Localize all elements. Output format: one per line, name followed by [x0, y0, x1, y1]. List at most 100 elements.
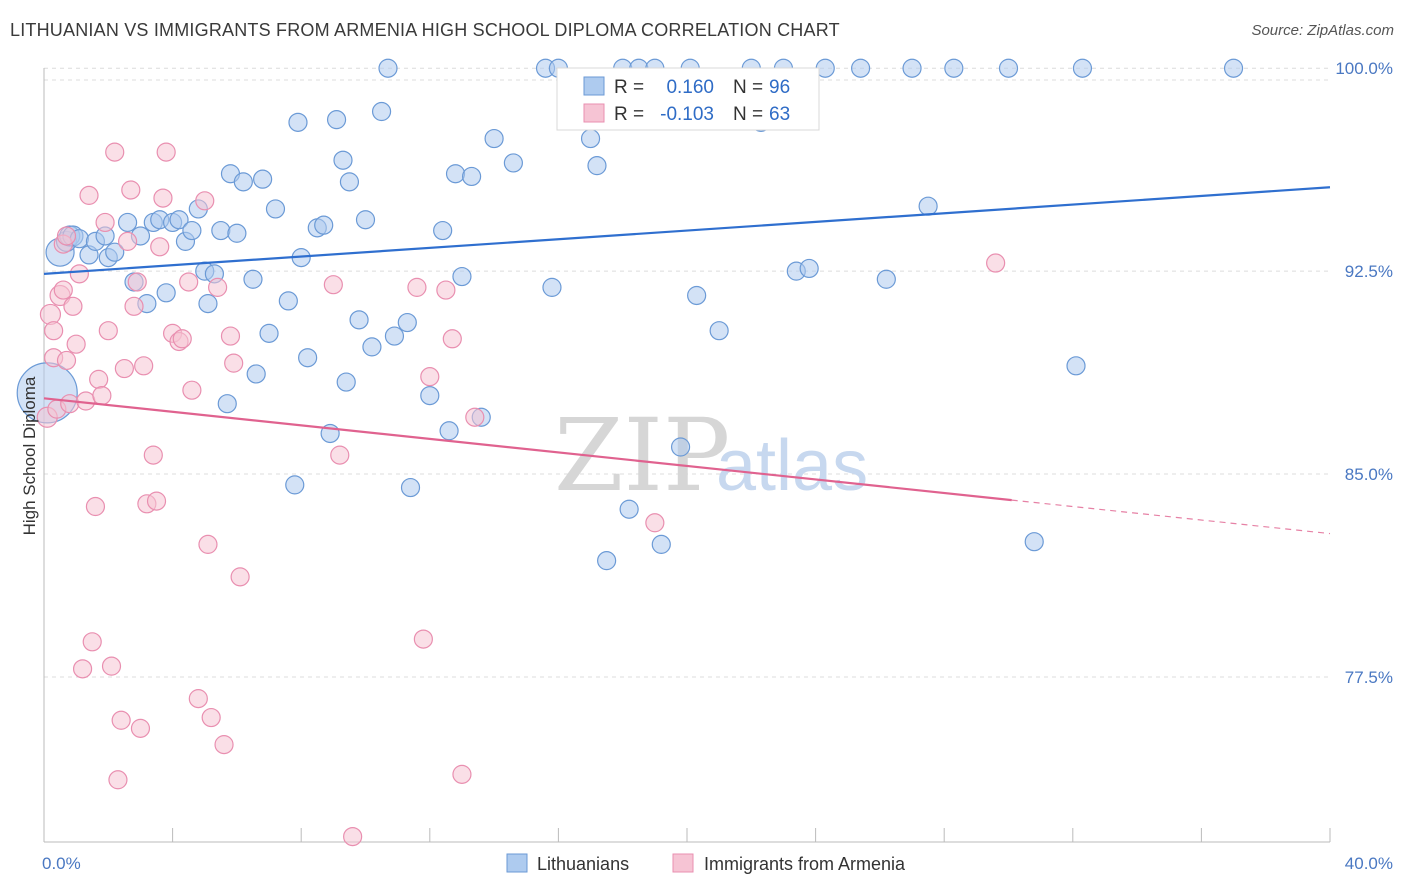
lithuanian-point: [217, 394, 237, 414]
y-tick-label: 100.0%: [1335, 59, 1393, 78]
armenia-point: [69, 264, 89, 284]
lithuanian-point: [259, 323, 279, 343]
lithuanian-point: [117, 212, 138, 233]
armenia-point: [442, 329, 462, 349]
lithuanian-point: [169, 210, 189, 230]
x-tick-label: 40.0%: [1345, 854, 1393, 873]
y-tick-label: 77.5%: [1345, 668, 1393, 687]
lithuanian-point: [243, 269, 263, 289]
axes-layer: [43, 68, 1331, 843]
armenia-point: [114, 358, 134, 379]
lithuanian-point: [285, 475, 305, 495]
armenia-point: [420, 367, 440, 387]
lithuanian-point: [355, 210, 376, 230]
armenia-point: [134, 356, 154, 376]
lithuanian-point: [333, 150, 353, 170]
lithuanian-point: [1024, 532, 1044, 552]
lithuanian-point: [105, 242, 125, 262]
lithuanian-point: [397, 312, 417, 333]
armenia-point: [89, 369, 109, 389]
lithuanian-point: [918, 196, 938, 216]
stats-n-value-1: 96: [769, 77, 790, 98]
legend-label-lithuanians: Lithuanians: [537, 854, 629, 874]
legend-label-armenia: Immigrants from Armenia: [704, 854, 906, 874]
lithuanian-point: [349, 310, 369, 330]
armenia-point: [66, 334, 86, 354]
lithuanian-point: [902, 58, 922, 78]
y-tick-label: 85.0%: [1345, 465, 1393, 484]
lithuanian-point: [211, 220, 231, 241]
stats-r-label-1: R =: [614, 77, 644, 98]
armenia-point: [201, 707, 221, 728]
lithuanian-point: [314, 215, 334, 235]
armenia-point: [108, 770, 128, 790]
lithuanian-point: [1223, 58, 1244, 78]
armenia-point: [56, 350, 77, 371]
armenia-point: [343, 826, 363, 847]
armenia-point: [63, 296, 83, 316]
armenia-point: [156, 142, 176, 162]
stats-n-value-2: 63: [769, 104, 790, 125]
armenia-point: [465, 407, 485, 427]
armenia-point: [60, 394, 80, 414]
lithuanian-point: [336, 372, 356, 392]
armenia-point: [182, 380, 202, 400]
watermark-atlas: atlas: [716, 426, 868, 506]
x-tick-label: 0.0%: [42, 854, 81, 873]
lithuanian-point: [278, 291, 298, 311]
lithuanian-point: [288, 112, 308, 132]
lithuanian-point: [799, 258, 819, 279]
armenia-point: [198, 534, 218, 554]
armenia-point: [72, 659, 93, 679]
lithuanian-point: [445, 164, 466, 184]
armenia-point: [98, 321, 118, 341]
lithuanian-point: [362, 337, 382, 357]
trend-layer: [43, 186, 1331, 535]
armenia-point: [195, 191, 215, 211]
lithuanian-point: [433, 220, 453, 241]
stats-swatch-lithuanians: [583, 76, 605, 96]
armenia-point: [172, 329, 192, 349]
lithuanian-point: [619, 499, 639, 519]
armenia-point: [121, 180, 141, 200]
armenia-point: [95, 212, 115, 233]
armenia-point: [330, 445, 350, 465]
lithuanian-point: [326, 110, 347, 130]
lithuanian-point: [580, 128, 601, 149]
lithuanian-point: [198, 294, 218, 314]
legend-swatch-armenia: [672, 853, 694, 873]
lithuanian-point: [484, 128, 504, 149]
armenia-point: [127, 272, 147, 292]
stats-swatch-armenia: [583, 103, 605, 123]
legend-swatch-lithuanians: [506, 853, 528, 873]
armenia-point: [179, 272, 199, 292]
armenia-point: [111, 710, 131, 730]
lithuanian-point: [461, 166, 482, 187]
lithuanian-point: [339, 172, 360, 192]
armenia-point: [44, 321, 64, 341]
armenia-point: [224, 353, 244, 373]
trend-line-lithuanians: [43, 186, 1331, 275]
armenia-point: [82, 632, 102, 652]
trend-line-armenia-extension: [1011, 499, 1331, 535]
lithuanian-point: [265, 199, 286, 219]
armenia-point: [214, 735, 234, 755]
lithuanian-point: [452, 266, 472, 287]
armenia-point: [146, 491, 167, 511]
armenia-point: [85, 496, 106, 517]
armenia-point: [413, 629, 433, 649]
lithuanian-point: [597, 551, 617, 571]
armenia-point: [143, 445, 163, 465]
lithuanian-point: [1072, 58, 1093, 78]
lithuanian-point: [439, 421, 459, 441]
armenia-point: [208, 277, 228, 297]
stats-n-label-1: N =: [733, 77, 763, 98]
lithuanian-point: [503, 153, 523, 173]
stats-n-label-2: N =: [733, 104, 763, 125]
armenia-point: [53, 280, 73, 300]
armenia-point: [323, 275, 343, 295]
armenia-point: [117, 231, 138, 251]
armenia-point: [105, 142, 125, 162]
y-tick-label: 92.5%: [1345, 262, 1393, 281]
